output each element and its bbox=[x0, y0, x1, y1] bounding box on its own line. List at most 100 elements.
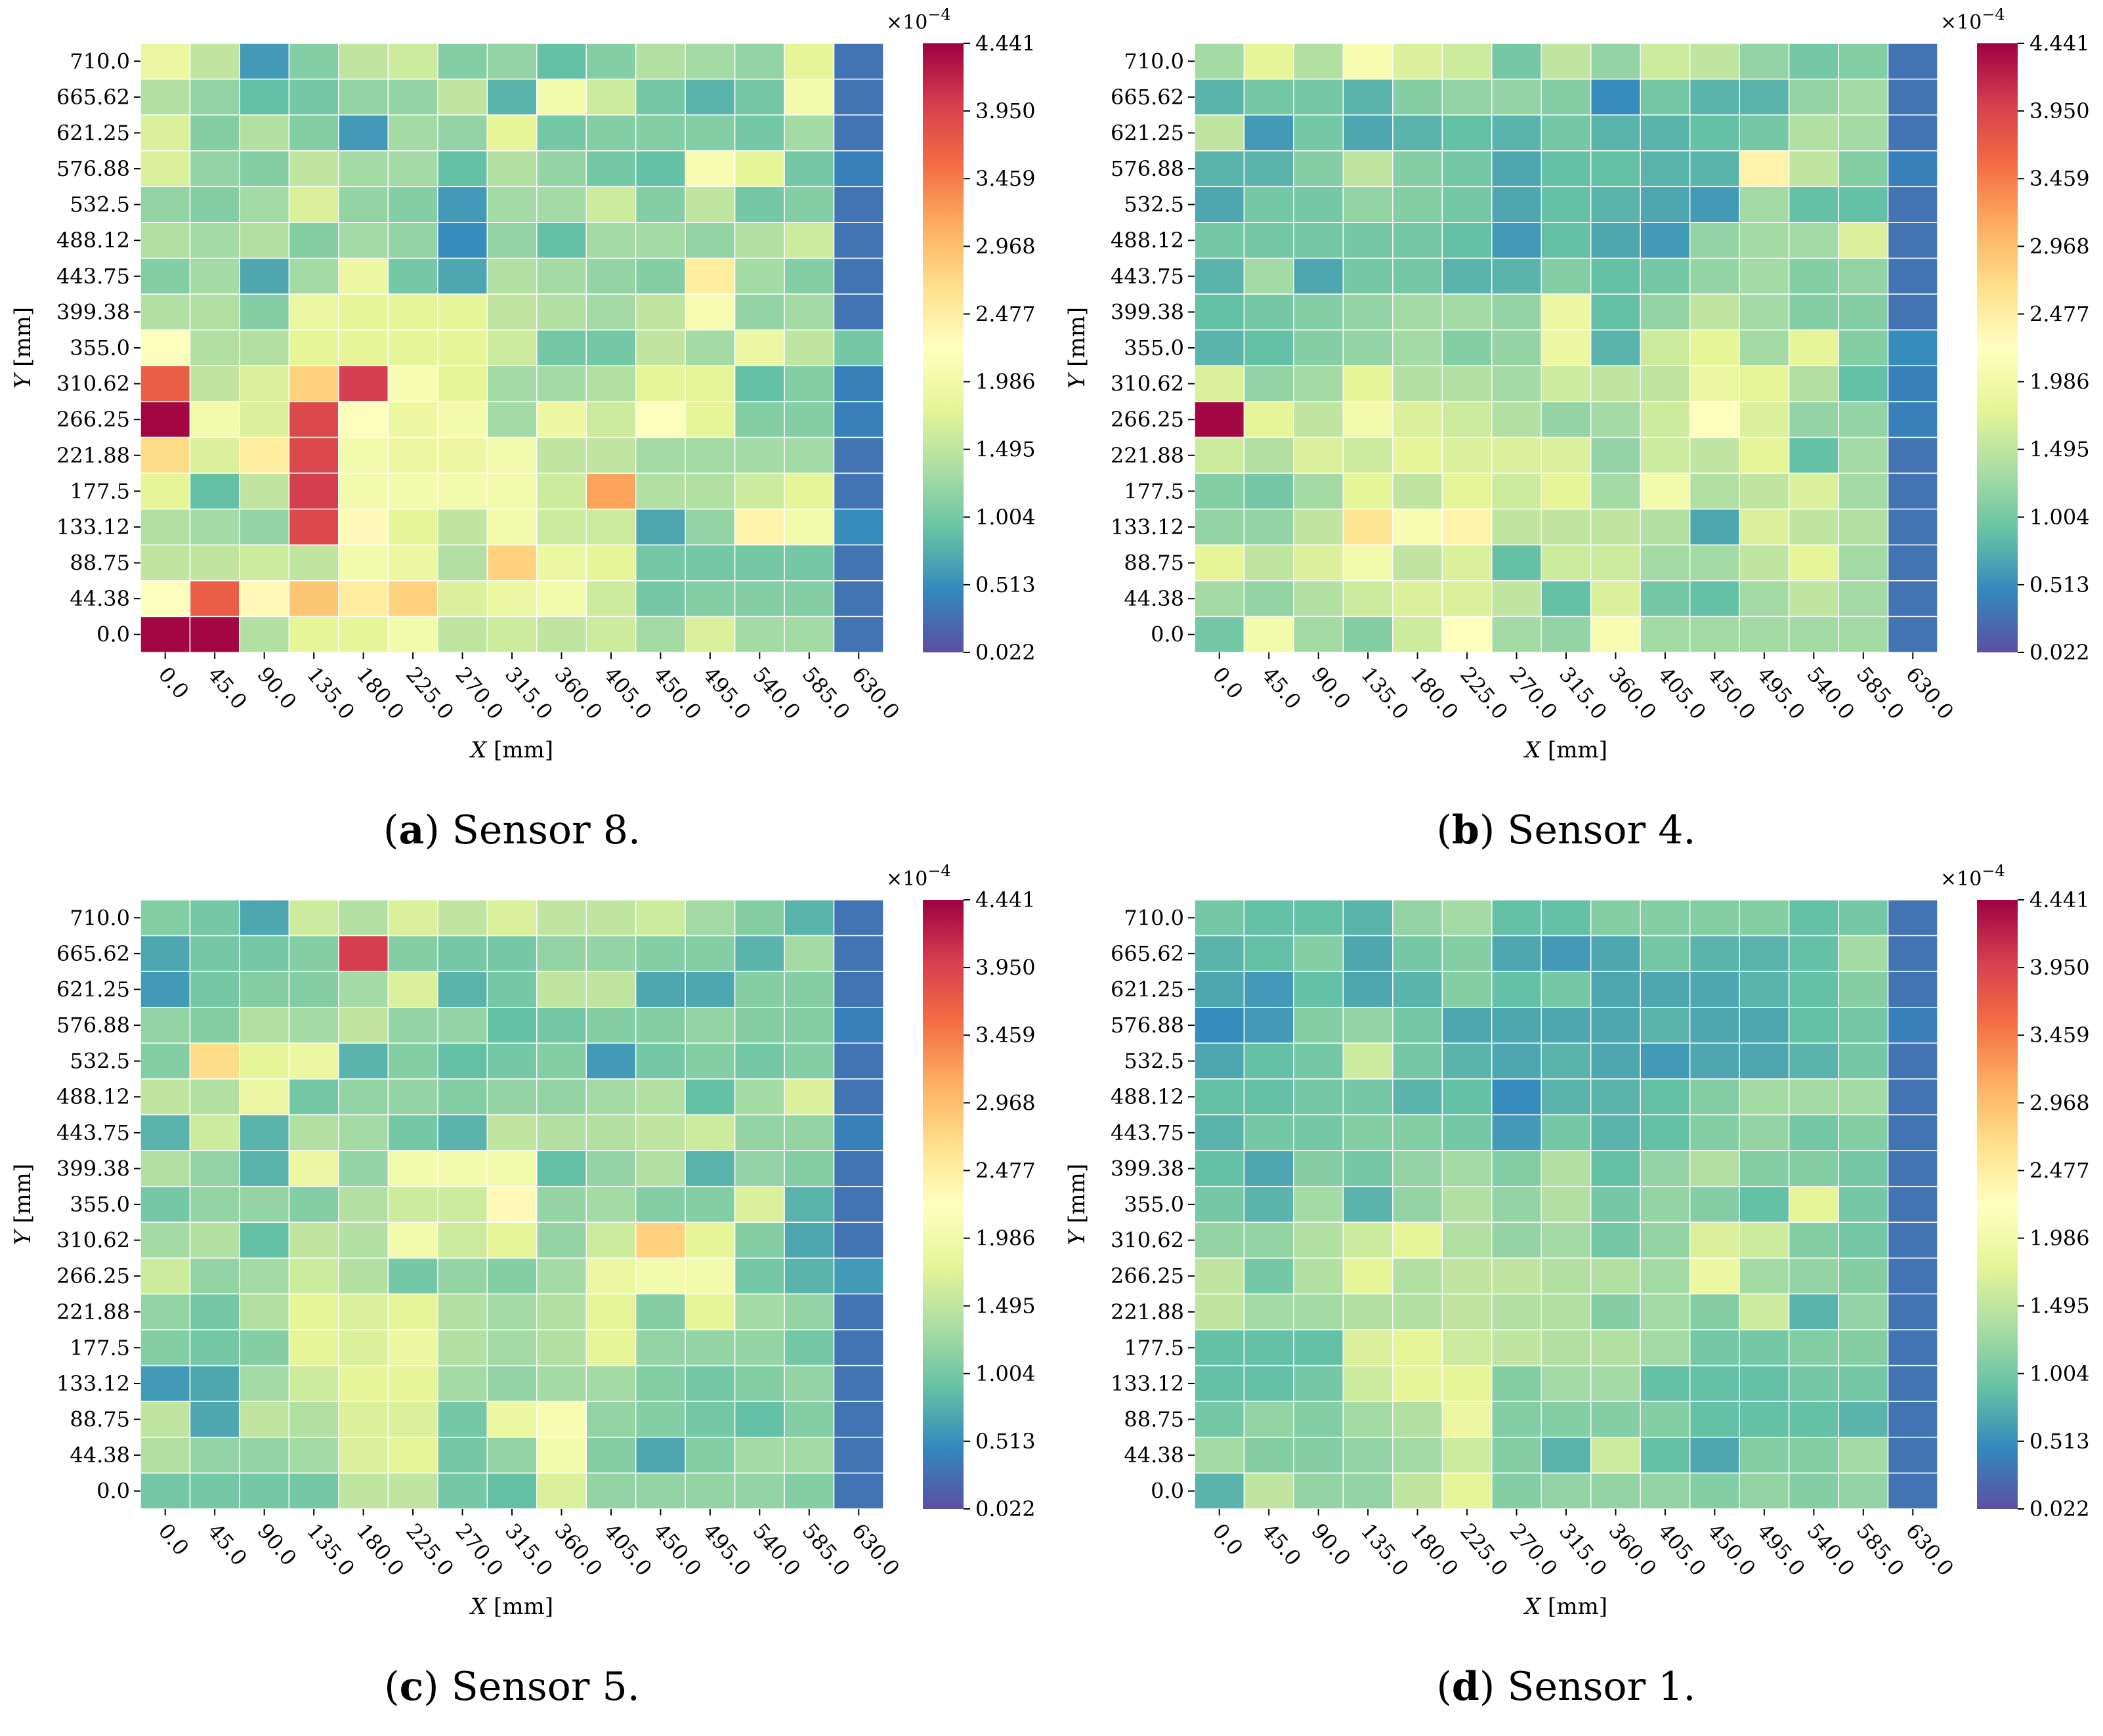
heatmap-cell bbox=[585, 1293, 637, 1330]
heatmap-cell bbox=[1491, 1293, 1542, 1330]
heatmap-cell bbox=[387, 186, 438, 223]
x-axis-var: X bbox=[1523, 1594, 1542, 1620]
heatmap-cell bbox=[1441, 1042, 1493, 1080]
y-tick-label: 665.62 bbox=[56, 941, 130, 966]
heatmap-cell bbox=[1640, 1365, 1691, 1402]
heatmap-cell bbox=[1838, 1221, 1889, 1259]
y-tick-label: 0.0 bbox=[96, 622, 130, 647]
x-tick-label: 405.0 bbox=[1653, 662, 1711, 725]
heatmap-cell bbox=[1739, 150, 1790, 188]
y-tick-label: 443.75 bbox=[1111, 264, 1184, 289]
heatmap-cell bbox=[1342, 436, 1393, 474]
heatmap-cell bbox=[1243, 150, 1294, 188]
heatmap-cell bbox=[1739, 365, 1790, 402]
colorbar-tick-label: 2.477 bbox=[2029, 1158, 2090, 1183]
colorbar-tick-label: 0.022 bbox=[2029, 640, 2090, 665]
heatmap-cell bbox=[1194, 1293, 1245, 1330]
heatmap-cell bbox=[1590, 1114, 1641, 1151]
heatmap-cell bbox=[239, 436, 290, 474]
heatmap-cell bbox=[685, 186, 736, 223]
heatmap-cell bbox=[1689, 899, 1740, 937]
colorbar-tick-label: 4.441 bbox=[2029, 887, 2090, 912]
heatmap-cell bbox=[1540, 186, 1592, 223]
heatmap-cell bbox=[1293, 1150, 1344, 1187]
heatmap-cell bbox=[1293, 1258, 1344, 1295]
heatmap-cell bbox=[1838, 186, 1889, 223]
heatmap-cell bbox=[1640, 222, 1691, 259]
heatmap-cell bbox=[1243, 1401, 1294, 1438]
heatmap-cell bbox=[1739, 1329, 1790, 1366]
heatmap-cell bbox=[1590, 222, 1641, 259]
colorbar-tick-label: 1.986 bbox=[975, 370, 1036, 394]
heatmap-cell bbox=[685, 473, 736, 510]
heatmap-cell bbox=[140, 1365, 191, 1402]
heatmap-cell bbox=[734, 508, 785, 545]
heatmap-cell bbox=[1640, 1329, 1691, 1366]
heatmap-cell bbox=[1491, 1401, 1542, 1438]
heatmap-cell bbox=[1689, 1185, 1740, 1223]
y-tick-label: 221.88 bbox=[1111, 443, 1184, 468]
heatmap-cell bbox=[239, 544, 290, 582]
heatmap-cell bbox=[437, 899, 488, 937]
heatmap-cell bbox=[1540, 1042, 1592, 1080]
heatmap-cell bbox=[387, 508, 438, 545]
heatmap-cell bbox=[1887, 329, 1938, 367]
heatmap-cell bbox=[1838, 899, 1889, 937]
heatmap-cell bbox=[1689, 935, 1740, 972]
heatmap-cell bbox=[437, 329, 488, 367]
heatmap-cell bbox=[189, 293, 240, 331]
heatmap-cell bbox=[1243, 580, 1294, 618]
heatmap-cell bbox=[536, 1258, 587, 1295]
heatmap-cell bbox=[734, 150, 785, 188]
x-axis-unit: [mm] bbox=[1540, 737, 1607, 763]
heatmap-cell bbox=[1640, 150, 1691, 188]
heatmap-cell bbox=[1293, 935, 1344, 972]
heatmap-cell bbox=[1441, 43, 1493, 80]
heatmap-cell bbox=[1243, 329, 1294, 367]
x-axis-label: X [mm] bbox=[1523, 1594, 1607, 1620]
heatmap-cell bbox=[1887, 1150, 1938, 1187]
heatmap-cell bbox=[1194, 1185, 1245, 1223]
y-tick-label: 133.12 bbox=[1111, 515, 1184, 540]
heatmap-cell bbox=[1590, 473, 1641, 510]
heatmap-cell bbox=[338, 43, 389, 80]
heatmap-cell bbox=[1342, 293, 1393, 331]
x-tick-label: 360.0 bbox=[1604, 1519, 1661, 1581]
y-tick-label: 221.88 bbox=[1111, 1300, 1184, 1324]
heatmap-cell bbox=[1491, 1365, 1542, 1402]
heatmap-cell bbox=[536, 1293, 587, 1330]
heatmap-cell bbox=[1838, 508, 1889, 545]
colorbar-tick-label: 0.022 bbox=[975, 1496, 1036, 1521]
x-tick-label: 180.0 bbox=[351, 1519, 409, 1581]
heatmap-cell bbox=[1491, 222, 1542, 259]
heatmap-cell bbox=[784, 544, 835, 582]
heatmap-cell bbox=[784, 473, 835, 510]
heatmap-cell bbox=[1194, 1221, 1245, 1259]
heatmap-cell bbox=[1243, 78, 1294, 116]
heatmap-cell bbox=[140, 1114, 191, 1151]
colorbar-exponent-base: ×10 bbox=[1940, 868, 1982, 891]
heatmap-cell bbox=[1640, 473, 1691, 510]
heatmap-cell bbox=[1739, 329, 1790, 367]
heatmap-cell bbox=[1788, 1078, 1839, 1116]
heatmap-cell bbox=[1788, 1472, 1839, 1510]
heatmap-cell bbox=[585, 222, 637, 259]
colorbar bbox=[1977, 43, 2018, 652]
heatmap-cell bbox=[585, 473, 637, 510]
heatmap-cell bbox=[486, 1472, 538, 1510]
heatmap-cell bbox=[1640, 1221, 1691, 1259]
heatmap-cell bbox=[734, 1293, 785, 1330]
y-tick-label: 355.0 bbox=[1124, 335, 1184, 360]
heatmap-cell bbox=[1590, 329, 1641, 367]
heatmap-cell bbox=[189, 1042, 240, 1080]
heatmap-cell bbox=[1342, 1258, 1393, 1295]
heatmap-cell bbox=[833, 935, 884, 972]
heatmap-cell bbox=[784, 1185, 835, 1223]
heatmap-cell bbox=[1491, 1114, 1542, 1151]
heatmap-cell bbox=[387, 473, 438, 510]
colorbar-exponent-power: −4 bbox=[1982, 5, 2005, 24]
heatmap-cell bbox=[1441, 508, 1493, 545]
heatmap-cell bbox=[140, 1078, 191, 1116]
heatmap-cell bbox=[1293, 971, 1344, 1008]
heatmap-cell bbox=[734, 544, 785, 582]
